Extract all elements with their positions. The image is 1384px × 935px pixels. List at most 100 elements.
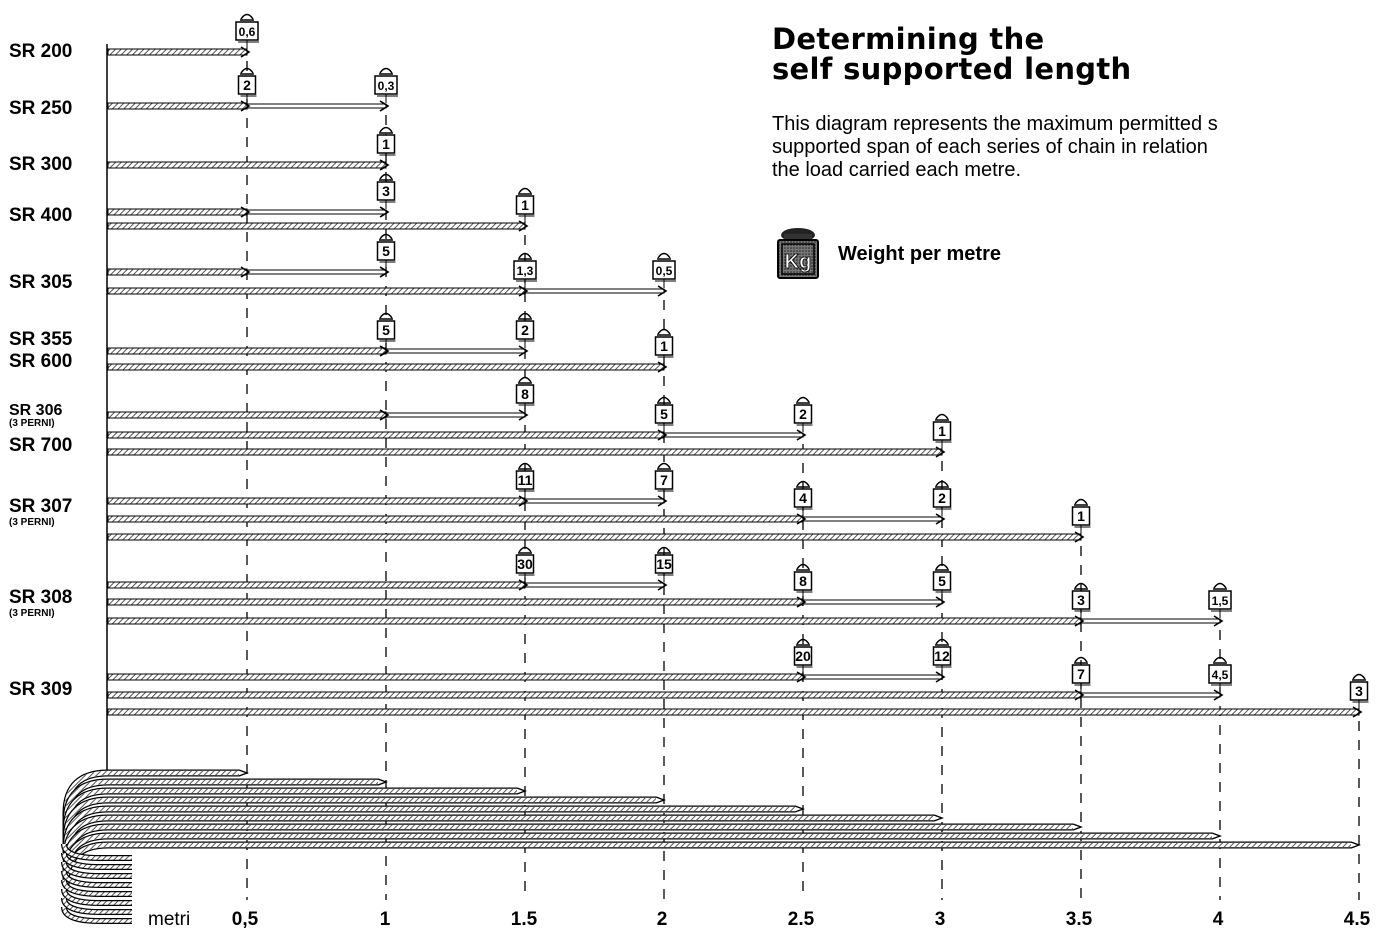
coil-strand-6 <box>62 823 1083 868</box>
bar-arrowhead <box>657 579 668 591</box>
bar-arrowhead <box>657 495 668 507</box>
bar-open-segment <box>246 103 387 109</box>
weight-marker: 7 <box>654 462 674 498</box>
weight-marker: 0,6 <box>235 13 259 49</box>
weight-value: 1 <box>938 423 946 439</box>
bar-arrowhead <box>657 361 668 373</box>
coil-lower-strand <box>61 861 132 879</box>
bar-arrowhead <box>1074 531 1085 543</box>
bar-hatched-segment <box>107 515 804 523</box>
description-line-2: supported span of each series of chain i… <box>772 136 1208 158</box>
axis-unit-label: metri <box>148 909 191 930</box>
weight-marker: 15 <box>654 546 674 582</box>
bar-hatched-segment <box>107 691 1082 699</box>
coil-strand-4 <box>62 805 805 858</box>
weight-value: 1,3 <box>517 264 534 278</box>
weight-value: 2 <box>938 490 946 506</box>
weight-marker: 1 <box>1071 498 1091 534</box>
weight-marker: 1,3 <box>513 252 537 288</box>
coil-lower-strand <box>61 906 132 924</box>
weight-value: 5 <box>660 406 668 422</box>
bar-arrowhead <box>796 671 807 683</box>
weight-value: 7 <box>1077 666 1085 682</box>
series-label-sr305: SR 305 <box>9 272 73 293</box>
chain-bar-0 <box>107 46 251 58</box>
bar-arrowhead <box>240 266 251 278</box>
weight-legend: Kg Weight per metre <box>772 226 1001 282</box>
series-label-sr200: SR 200 <box>9 41 73 62</box>
bar-arrowhead <box>657 429 668 441</box>
weight-marker: 4,5 <box>1208 656 1232 692</box>
axis-tick-0-5: 0,5 <box>231 909 259 930</box>
bar-hatched-segment <box>107 708 1360 716</box>
chain-bar-8 <box>107 361 668 373</box>
weight-marker: 11 <box>515 462 535 498</box>
bar-open-segment <box>385 348 526 354</box>
weight-value: 2 <box>243 77 251 93</box>
weight-marker: 1,5 <box>1208 582 1232 618</box>
weight-marker: 2 <box>932 480 952 516</box>
weight-value: 4 <box>799 490 807 506</box>
coil-strand-2 <box>62 787 527 854</box>
bar-arrowhead <box>657 285 668 297</box>
bar-open-segment <box>802 599 943 605</box>
description-line-1: This diagram represents the maximum perm… <box>772 113 1218 135</box>
bar-arrowhead <box>1352 706 1363 718</box>
weight-marker: 2 <box>237 67 257 103</box>
coil-lower-strand <box>61 879 132 897</box>
series-label-sr307: SR 307 <box>9 496 73 517</box>
series-label-sr300: SR 300 <box>9 154 73 175</box>
weight-value: 20 <box>795 648 811 664</box>
weight-value: 0,6 <box>239 25 256 39</box>
chain-bar-18 <box>107 671 946 683</box>
bar-arrowhead <box>935 596 946 608</box>
axis-tick-4: 4 <box>1212 909 1224 930</box>
bar-hatched-segment <box>107 581 526 589</box>
bar-arrowhead <box>518 220 529 232</box>
weight-value: 2 <box>521 322 529 338</box>
weight-value: 30 <box>517 556 533 572</box>
coil-strand-1 <box>62 778 388 852</box>
weight-value: 1,5 <box>1212 594 1229 608</box>
chain-bar-6 <box>107 285 668 297</box>
bar-arrowhead <box>518 409 529 421</box>
coil-lower-strand <box>61 852 132 870</box>
bar-arrowhead <box>379 206 390 218</box>
weight-value: 8 <box>521 386 529 402</box>
bar-arrowhead <box>935 513 946 525</box>
series-label-sr308: SR 308 <box>9 587 73 608</box>
bar-hatched-segment <box>107 411 387 419</box>
weight-value: 7 <box>660 472 668 488</box>
bar-arrowhead <box>935 446 946 458</box>
coil-strand-5 <box>62 814 944 860</box>
weight-marker: 7 <box>1071 656 1091 692</box>
bar-arrowhead <box>518 345 529 357</box>
chain-bar-5 <box>107 266 390 278</box>
weight-value: 1 <box>382 136 390 152</box>
chain-bar-7 <box>107 345 529 357</box>
bar-arrowhead <box>796 513 807 525</box>
weight-marker: 5 <box>654 396 674 432</box>
chain-bar-10 <box>107 429 807 441</box>
bar-arrowhead <box>379 409 390 421</box>
axis-tick-3: 3 <box>934 909 946 930</box>
weight-marker: 0,5 <box>652 252 676 288</box>
bar-open-segment <box>1080 618 1221 624</box>
bar-hatched-segment <box>107 617 1082 625</box>
bar-hatched-segment <box>107 268 248 276</box>
weight-value: 3 <box>1077 592 1085 608</box>
bar-open-segment <box>802 516 943 522</box>
series-label-sr400: SR 400 <box>9 205 73 226</box>
coil-lower-strand <box>61 897 132 915</box>
weight-value: 1 <box>521 197 529 213</box>
bar-open-segment <box>385 412 526 418</box>
bar-hatched-segment <box>107 533 1082 541</box>
weight-marker: 1 <box>515 187 535 223</box>
axis-tick-4-5: 4.5 <box>1343 909 1371 930</box>
weight-marker: 5 <box>376 312 396 348</box>
weight-value: 3 <box>382 183 390 199</box>
weight-value: 0,5 <box>656 264 673 278</box>
chain-bar-20 <box>107 706 1363 718</box>
chain-bar-13 <box>107 513 946 525</box>
chain-bar-12 <box>107 495 668 507</box>
